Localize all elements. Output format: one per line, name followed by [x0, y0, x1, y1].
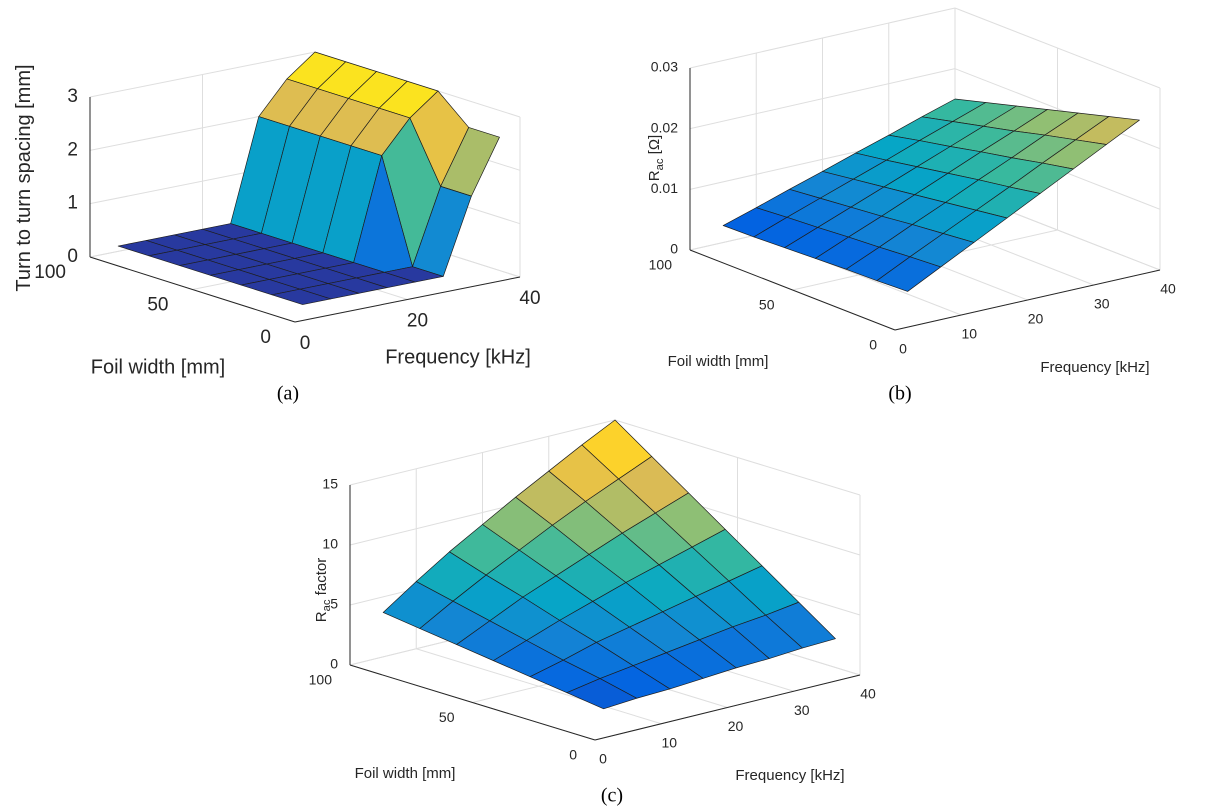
- x-tick-label: 20: [407, 311, 428, 332]
- y-tick-label: 100: [309, 672, 333, 688]
- caption: (b): [888, 383, 911, 405]
- z-tick-label: 0: [67, 246, 78, 267]
- z-label-text: R: [646, 170, 663, 181]
- x-axis: [294, 276, 521, 323]
- z-label-subscript: ac: [654, 158, 666, 170]
- z-tick-label: 0: [330, 656, 338, 672]
- caption: (a): [277, 383, 299, 405]
- x-tick-label: 40: [1160, 281, 1176, 297]
- surface-face: [271, 288, 332, 305]
- z-axis-label: Rac factor: [313, 558, 333, 622]
- y-axis: [89, 256, 296, 323]
- z-tick-label: 0: [670, 241, 678, 257]
- surface-plot: 0 0.01 0.02 0.03 0 10 20 30 40 0 50 100 Frequency [k…: [646, 7, 1176, 405]
- x-tick-label: 30: [794, 702, 810, 718]
- z-tick-label: 0.03: [651, 59, 678, 75]
- x-tick-label: 10: [961, 326, 977, 342]
- x-tick-label: 0: [300, 333, 311, 354]
- y-axis-label: Foil width [mm]: [668, 353, 769, 370]
- x-axis-label: Frequency [kHz]: [735, 767, 844, 784]
- y-tick-label: 50: [147, 295, 168, 316]
- z-tick-label: 0.02: [651, 119, 678, 135]
- y-axis: [349, 664, 596, 741]
- x-tick-label: 0: [899, 341, 907, 357]
- z-axis-label: Turn to turn spacing [mm]: [13, 64, 35, 291]
- y-tick-label: 0: [569, 747, 577, 763]
- y-tick-label: 50: [439, 709, 455, 725]
- z-label-rest: [Ω]: [646, 135, 663, 159]
- z-label-rest: factor: [313, 558, 330, 600]
- x-axis-label: Frequency [kHz]: [1040, 359, 1149, 376]
- y-axis: [689, 249, 896, 331]
- z-label-text: R: [313, 611, 330, 622]
- z-axis-label: Rac [Ω]: [646, 135, 666, 181]
- surface-face: [876, 256, 942, 292]
- x-tick-label: 40: [519, 288, 540, 309]
- y-axis-label: Foil width [mm]: [355, 765, 456, 782]
- y-axis-label: Foil width [mm]: [91, 356, 225, 378]
- surface-plot: 0 5 10 15 0 10 20 30 40 0 50 100 Frequency [kHz] Foil…: [309, 419, 876, 807]
- z-tick-label: 3: [67, 86, 78, 107]
- z-tick-label: 15: [322, 476, 338, 492]
- y-tick-label: 0: [869, 337, 877, 353]
- x-tick-label: 20: [728, 718, 744, 734]
- y-tick-label: 0: [260, 327, 271, 348]
- x-tick-label: 0: [599, 751, 607, 767]
- z-tick-label: 10: [322, 536, 338, 552]
- z-tick-label: 5: [330, 596, 338, 612]
- z-tick-label: 1: [67, 193, 78, 214]
- x-axis-label: Frequency [kHz]: [385, 346, 531, 368]
- x-tick-label: 30: [1094, 296, 1110, 312]
- x-tick-label: 10: [661, 734, 677, 750]
- z-label-subscript: ac: [321, 599, 333, 611]
- caption: (c): [601, 785, 623, 807]
- surface-face: [566, 678, 638, 710]
- surface-plot: 0 1 2 3 0 20 40 0 50 100 Frequency [kHz] Foil width…: [13, 51, 541, 405]
- x-axis: [894, 269, 1161, 331]
- z-tick-label: 2: [67, 139, 78, 160]
- x-tick-label: 20: [1028, 311, 1044, 327]
- z-tick-label: 0.01: [651, 180, 678, 196]
- z-label-text: Turn to turn spacing [mm]: [13, 64, 35, 291]
- y-tick-label: 100: [649, 257, 673, 273]
- y-tick-label: 50: [759, 297, 775, 313]
- y-tick-label: 100: [34, 262, 66, 283]
- x-axis: [594, 674, 861, 741]
- x-tick-label: 40: [860, 686, 876, 702]
